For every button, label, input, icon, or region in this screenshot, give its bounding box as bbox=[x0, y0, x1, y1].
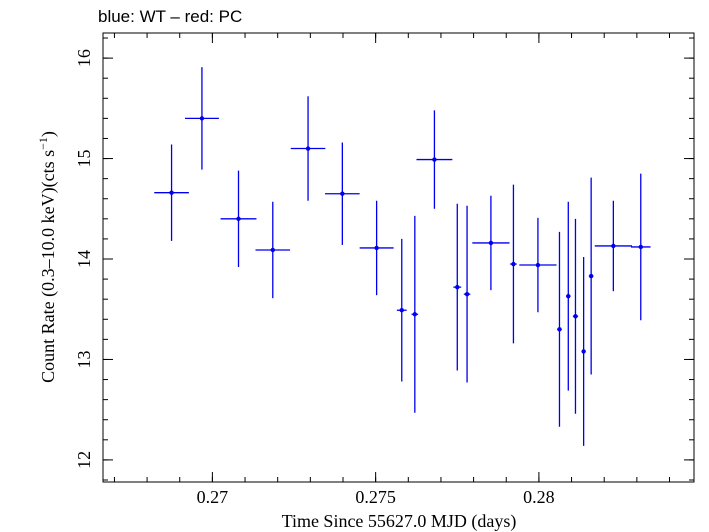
data-marker bbox=[305, 146, 311, 151]
data-marker bbox=[464, 291, 470, 297]
x-tick-label: 0.27 bbox=[197, 487, 229, 507]
data-point bbox=[220, 170, 257, 268]
data-marker bbox=[573, 314, 578, 319]
data-point bbox=[290, 96, 326, 201]
data-marker bbox=[557, 327, 562, 332]
data-point bbox=[463, 205, 471, 383]
data-point bbox=[630, 173, 651, 321]
y-axis-label-exponent: −1 bbox=[36, 137, 50, 150]
data-marker bbox=[236, 216, 241, 222]
data-marker bbox=[169, 190, 174, 195]
data-point bbox=[396, 238, 407, 382]
data-point bbox=[453, 203, 462, 371]
data-point bbox=[325, 142, 360, 245]
x-tick-label: 0.28 bbox=[523, 487, 555, 507]
data-marker bbox=[511, 261, 516, 267]
axis-tick-labels: 0.27 0.275 0.28 12 13 14 15 16 bbox=[74, 49, 555, 507]
data-point bbox=[184, 67, 219, 170]
data-marker bbox=[270, 247, 275, 253]
y-tick-label: 14 bbox=[74, 250, 94, 268]
data-point bbox=[416, 110, 453, 209]
data-point bbox=[255, 201, 291, 299]
data-marker bbox=[340, 191, 345, 196]
data-point bbox=[359, 200, 394, 296]
data-marker bbox=[566, 293, 571, 299]
data-marker bbox=[611, 243, 616, 249]
data-point bbox=[566, 201, 571, 391]
data-point bbox=[557, 231, 562, 427]
y-tick-label: 15 bbox=[74, 150, 94, 168]
data-marker bbox=[199, 116, 205, 121]
data-marker bbox=[588, 273, 594, 279]
y-tick-label: 12 bbox=[74, 451, 94, 469]
data-marker bbox=[535, 262, 541, 268]
data-marker bbox=[374, 245, 379, 251]
data-point bbox=[472, 195, 510, 291]
y-axis-label: Count Rate (0.3–10.0 keV)(cts s−1) bbox=[36, 131, 59, 383]
plot-frame bbox=[102, 32, 695, 483]
data-points bbox=[154, 67, 651, 446]
data-point bbox=[411, 215, 419, 413]
data-point bbox=[572, 218, 579, 414]
y-axis-label-main: Count Rate (0.3–10.0 keV)(cts s bbox=[38, 150, 59, 383]
data-marker bbox=[432, 157, 437, 162]
plot-border bbox=[102, 32, 695, 483]
data-marker bbox=[638, 244, 643, 250]
data-point bbox=[154, 144, 189, 241]
data-point bbox=[588, 177, 594, 375]
data-marker bbox=[399, 308, 404, 313]
x-axis-label: Time Since 55627.0 MJD (days) bbox=[282, 511, 517, 532]
data-point bbox=[510, 184, 517, 344]
data-marker bbox=[412, 312, 418, 317]
data-point bbox=[594, 200, 632, 292]
y-axis-label-tail: ) bbox=[38, 131, 59, 137]
data-point bbox=[519, 217, 557, 313]
data-marker bbox=[455, 284, 460, 290]
axis-ticks bbox=[103, 33, 694, 482]
x-tick-label: 0.275 bbox=[355, 487, 396, 507]
y-tick-label: 16 bbox=[74, 49, 94, 67]
data-point bbox=[581, 256, 586, 446]
data-marker bbox=[581, 349, 586, 354]
chart-title: blue: WT – red: PC bbox=[98, 7, 242, 26]
y-tick-label: 13 bbox=[74, 350, 94, 368]
data-marker bbox=[488, 240, 494, 246]
